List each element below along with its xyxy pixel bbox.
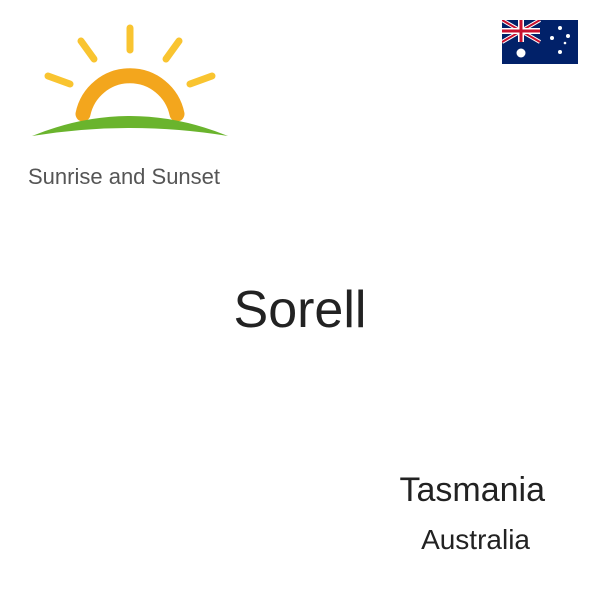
logo-tagline: Sunrise and Sunset	[28, 164, 280, 190]
australia-flag-icon	[502, 20, 578, 64]
region-name: Tasmania	[399, 471, 545, 510]
country-name: Australia	[421, 524, 530, 556]
logo-block: Sunrise and Sunset	[20, 18, 280, 190]
sunrise-icon	[20, 18, 240, 158]
city-name: Sorell	[0, 280, 600, 340]
